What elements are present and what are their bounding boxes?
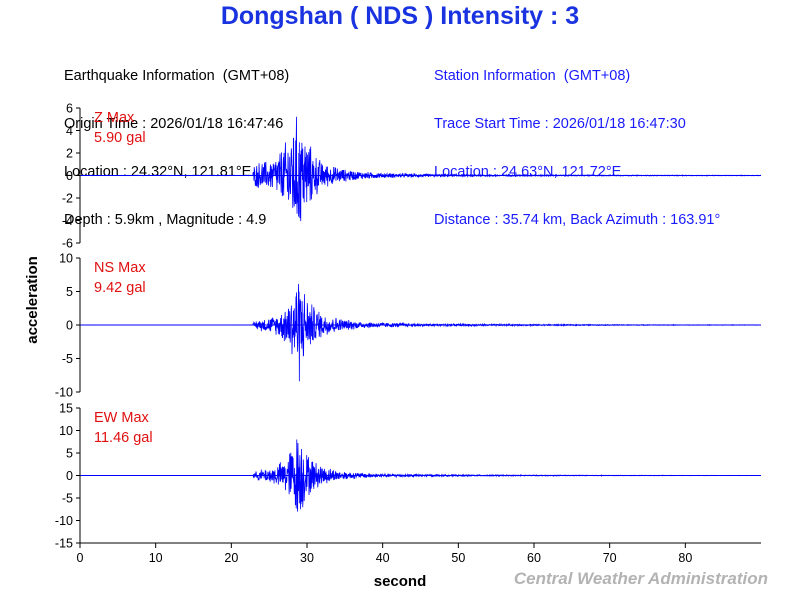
y-tick-label-ew: -15 — [55, 537, 73, 551]
distance-azimuth: Distance : 35.74 km, Back Azimuth : 163.… — [434, 212, 721, 228]
max-label-ns: NS Max — [94, 260, 146, 276]
depth-magnitude: Depth : 5.9km , Magnitude : 4.9 — [64, 212, 267, 228]
y-tick-label-ew: 15 — [59, 402, 73, 416]
y-tick-label-ns: -5 — [62, 352, 73, 366]
max-label-z: Z Max — [94, 110, 135, 126]
x-tick-label: 30 — [300, 551, 314, 565]
x-tick-label: 60 — [527, 551, 541, 565]
waveform-z — [79, 116, 762, 222]
y-tick-label-ns: 0 — [66, 319, 73, 333]
x-tick-label: 20 — [224, 551, 238, 565]
max-value-ns: 9.42 gal — [94, 280, 146, 296]
y-tick-label-z: -4 — [62, 214, 73, 228]
y-tick-label-ns: 5 — [66, 285, 73, 299]
earthquake-info: Earthquake Information (GMT+08) Origin T… — [64, 36, 289, 244]
y-tick-label-ew: -10 — [55, 514, 73, 528]
max-value-ew: 11.46 gal — [94, 430, 153, 446]
max-label-ew: EW Max — [94, 410, 150, 426]
y-tick-label-z: 2 — [66, 147, 73, 161]
y-tick-label-z: 6 — [66, 102, 73, 116]
x-tick-label: 80 — [678, 551, 692, 565]
credit-text: Central Weather Administration — [513, 569, 768, 588]
trace-start-time: Trace Start Time : 2026/01/18 16:47:30 — [434, 116, 686, 132]
y-tick-label-ew: 5 — [66, 447, 73, 461]
y-tick-label-ns: -10 — [55, 386, 73, 400]
x-tick-label: 0 — [77, 551, 84, 565]
y-tick-label-ew: -5 — [62, 492, 73, 506]
y-tick-label-z: 0 — [66, 169, 73, 183]
station-info-heading: Station Information (GMT+08) — [434, 68, 631, 84]
y-tick-label-ns: 10 — [59, 252, 73, 266]
x-tick-label: 70 — [603, 551, 617, 565]
origin-time: Origin Time : 2026/01/18 16:47:46 — [64, 116, 284, 132]
chart-title: Dongshan ( NDS ) Intensity : 3 — [220, 2, 580, 30]
y-tick-label-ew: 10 — [59, 424, 73, 438]
earthquake-info-heading: Earthquake Information (GMT+08) — [64, 68, 290, 84]
y-axis-label: acceleration — [24, 256, 41, 344]
x-tick-label: 50 — [451, 551, 465, 565]
y-tick-label-z: -6 — [62, 237, 73, 251]
max-value-z: 5.90 gal — [94, 130, 146, 146]
y-tick-label-z: 4 — [66, 124, 73, 138]
x-tick-label: 40 — [376, 551, 390, 565]
x-tick-label: 10 — [149, 551, 163, 565]
y-tick-label-z: -2 — [62, 192, 73, 206]
waveform-ns — [79, 283, 762, 382]
x-axis-label: second — [374, 573, 427, 590]
y-tick-label-ew: 0 — [66, 469, 73, 483]
